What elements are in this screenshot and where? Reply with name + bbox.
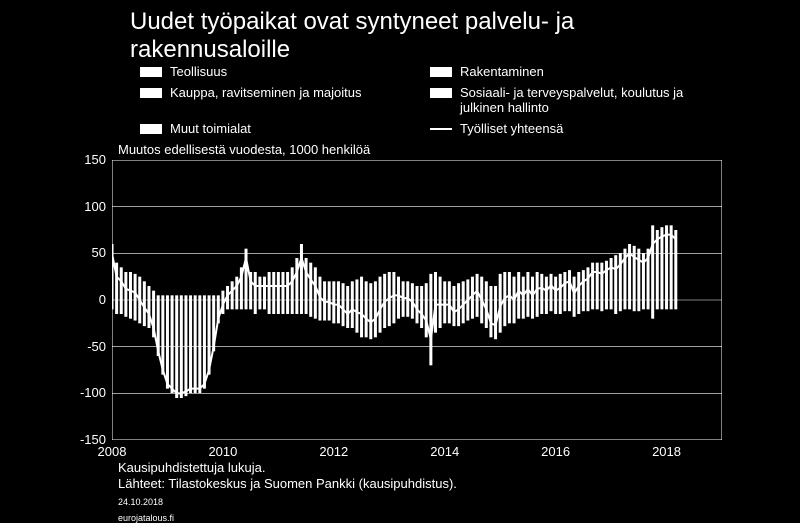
legend-swatch	[430, 88, 452, 98]
xtick-label: 2016	[536, 444, 576, 459]
ytick-label: -100	[66, 385, 106, 400]
legend: Teollisuus Rakentaminen Kauppa, ravitsemin…	[140, 64, 720, 142]
chart-footnotes: Kausipuhdistettuja lukuja. Lähteet: Tila…	[118, 460, 457, 523]
legend-label: Kauppa, ravitseminen ja majoitus	[170, 85, 362, 100]
legend-swatch	[430, 128, 452, 130]
chart-svg	[112, 160, 722, 440]
legend-item: Työlliset yhteensä	[430, 121, 720, 136]
xtick-label: 2018	[647, 444, 687, 459]
chart-title: Uudet työpaikat ovat syntyneet palvelu- …	[130, 8, 574, 63]
legend-item: Sosiaali- ja terveyspalvelut, koulutus j…	[430, 85, 720, 115]
legend-label: Muut toimialat	[170, 121, 251, 136]
title-line-2: rakennusaloille	[130, 36, 290, 63]
legend-item: Teollisuus	[140, 64, 430, 79]
xtick-label: 2012	[314, 444, 354, 459]
chart-plot-area	[112, 160, 722, 440]
legend-swatch	[140, 67, 162, 77]
title-line-1: Uudet työpaikat ovat syntyneet palvelu- …	[130, 8, 574, 35]
footnote-site: eurojatalous.fi	[118, 513, 174, 523]
ytick-label: 100	[66, 199, 106, 214]
ytick-label: 50	[66, 245, 106, 260]
xtick-label: 2014	[425, 444, 465, 459]
chart-subtitle: Muutos edellisestä vuodesta, 1000 henkil…	[118, 142, 370, 157]
chart-container: { "title_line1":"Uudet työpaikat ovat sy…	[0, 0, 800, 523]
legend-swatch	[430, 67, 452, 77]
legend-item: Muut toimialat	[140, 121, 430, 136]
legend-swatch	[140, 124, 162, 134]
ytick-label: -50	[66, 339, 106, 354]
footnote-date: 24.10.2018	[118, 497, 163, 507]
xtick-label: 2008	[92, 444, 132, 459]
ytick-label: 0	[66, 292, 106, 307]
legend-label: Teollisuus	[170, 64, 227, 79]
legend-swatch	[140, 88, 162, 98]
legend-label: Rakentaminen	[460, 64, 544, 79]
legend-label: Työlliset yhteensä	[460, 121, 563, 136]
legend-item: Kauppa, ravitseminen ja majoitus	[140, 85, 430, 115]
footnote-1: Kausipuhdistettuja lukuja.	[118, 460, 265, 475]
legend-item: Rakentaminen	[430, 64, 720, 79]
xtick-label: 2010	[203, 444, 243, 459]
legend-label: Sosiaali- ja terveyspalvelut, koulutus j…	[460, 85, 720, 115]
footnote-2: Lähteet: Tilastokeskus ja Suomen Pankki …	[118, 476, 457, 491]
ytick-label: 150	[66, 152, 106, 167]
